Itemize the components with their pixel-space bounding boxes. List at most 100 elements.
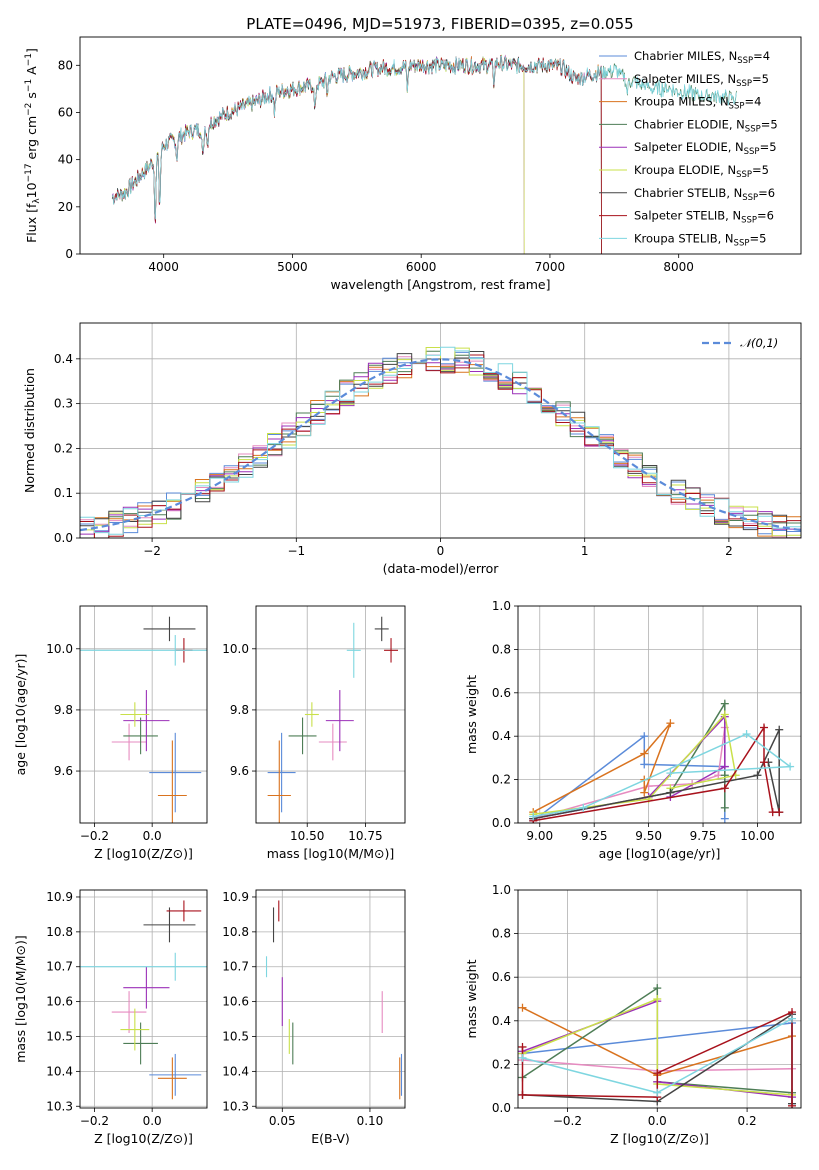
panel-mass_weight_vs_Z: −0.2 0.0 0.2 0.0 0.2 0.4 0.6 0.8 1.0 Z [log10(Z/Z…: [464, 883, 802, 1146]
plot-area: [518, 606, 801, 823]
y-tick-label: 9.6: [54, 764, 73, 778]
x-tick-label: 0: [437, 544, 445, 558]
weight-marker: [640, 788, 649, 797]
errorbar-point: [123, 690, 170, 752]
legend-entry: Chabrier MILES, NSSP=4: [634, 49, 770, 66]
x-axis-label: Z [log10(Z/Z⊙)]: [610, 1131, 709, 1146]
legend: Chabrier MILES, NSSP=4 Salpeter MILES, NS…: [599, 49, 778, 248]
y-tick-label: 0.8: [492, 927, 511, 941]
y-tick-label: 10.4: [46, 1064, 73, 1078]
errorbar-point: [149, 732, 202, 813]
axes-frame: [255, 889, 406, 1109]
plot-area: [518, 890, 801, 1108]
axes-frame: [79, 36, 802, 255]
y-tick-label: 0.6: [492, 686, 511, 700]
histogram-step: [80, 346, 801, 535]
axes-frame: [79, 605, 208, 824]
x-tick-label: 0.05: [269, 1114, 296, 1128]
weight-series-line: [532, 734, 726, 822]
legend-value: =5: [760, 140, 777, 154]
weight-marker: [742, 730, 751, 739]
x-tick-label: 2: [725, 544, 733, 558]
y-tick-label: 10.5: [46, 1029, 73, 1043]
errorbar-point: [123, 1022, 158, 1065]
y-tick-label: 10.5: [222, 1029, 249, 1043]
histogram-step: [80, 354, 801, 538]
legend-entry: Salpeter STELIB, NSSP=6: [634, 209, 774, 226]
legend-subscript: SSP: [742, 193, 758, 203]
plot-area: [111, 54, 737, 254]
y-tick-label: 0.0: [54, 531, 73, 545]
y-axis-label: age [log10(age/yr)]: [13, 654, 28, 776]
histogram-step: [80, 351, 801, 538]
legend-subscript: SSP: [729, 102, 745, 112]
y-tick-label: 0.4: [492, 1014, 511, 1028]
x-tick-label: −2: [143, 544, 161, 558]
x-tick-label: 0.10: [357, 1114, 384, 1128]
y-tick-label: 10.3: [46, 1099, 73, 1113]
legend-subscript: SSP: [745, 124, 761, 134]
x-axis-label: wavelength [Angstrom, rest frame]: [330, 277, 550, 292]
y-tick-label: 10.0: [222, 642, 249, 656]
panel-age_vs_Z: −0.2 0.0 9.6 9.8 10.0 Z [log10(Z/Z⊙)] age [log…: [13, 605, 208, 861]
legend-entry: Kroupa ELODIE, NSSP=5: [634, 163, 769, 180]
weight-marker: [775, 725, 784, 734]
x-tick-label: 9.00: [526, 829, 553, 843]
panel-mass_weight_vs_age: 9.00 9.25 9.50 9.75 10.00 0.0 0.2 0.4 0.6 0.8 1.0 a…: [464, 599, 802, 861]
legend-value: =5: [752, 163, 769, 177]
weight-marker: [653, 984, 662, 993]
y-tick-label: 0.6: [492, 970, 511, 984]
spectrum-line: [111, 55, 525, 254]
weight-series-line: [522, 997, 793, 1096]
weight-marker: [666, 769, 675, 778]
y-tick-label: 10.0: [46, 642, 73, 656]
y-tick-label: 0.0: [492, 816, 511, 830]
x-tick-label: 5000: [277, 260, 308, 274]
errorbar-point: [166, 900, 202, 922]
errorbar-point: [111, 723, 147, 761]
y-tick-label: 80: [58, 58, 73, 72]
y-tick-label: 1.0: [492, 599, 511, 613]
weight-marker: [666, 719, 675, 728]
weight-marker: [720, 814, 729, 823]
x-tick-label: 0.2: [738, 1114, 757, 1128]
x-tick-label: 0.0: [648, 1114, 667, 1128]
plot-area: [256, 606, 405, 823]
plot-area: [80, 890, 207, 1108]
weight-marker: [788, 1014, 797, 1023]
legend-value: =5: [752, 72, 769, 86]
spectrum-line: [111, 55, 737, 220]
weight-marker: [759, 723, 768, 732]
weight-marker: [753, 771, 762, 780]
weight-series-line: [521, 1010, 793, 1106]
legend-value: =6: [758, 186, 775, 200]
y-tick-label: 10.9: [222, 890, 249, 904]
errorbar-point: [304, 702, 319, 727]
x-tick-label: −0.2: [80, 1114, 109, 1128]
axes-frame: [517, 889, 802, 1109]
y-axis-label: mass weight: [464, 959, 479, 1038]
legend-subscript: SSP: [741, 216, 757, 226]
legend-entry: Chabrier ELODIE, NSSP=5: [634, 117, 778, 134]
errorbar-point: [123, 717, 158, 755]
errorbar-point: [149, 1053, 202, 1096]
weight-marker: [775, 808, 784, 817]
y-tick-label: 0.1: [54, 486, 73, 500]
gridlines: [256, 606, 405, 823]
errorbar-point: [267, 732, 296, 813]
y-tick-label: 10.7: [46, 960, 73, 974]
spectrum-line: [111, 55, 602, 254]
x-axis-label: age [log10(age/yr)]: [599, 846, 721, 861]
x-tick-label: −0.2: [80, 829, 109, 843]
plot-area: [80, 606, 207, 823]
weight-marker: [720, 710, 729, 719]
x-tick-label: 10.50: [290, 829, 324, 843]
errorbar-point: [143, 616, 196, 642]
y-tick-label: 0.2: [54, 441, 73, 455]
y-tick-label: 10.8: [222, 925, 249, 939]
weight-marker: [518, 1090, 527, 1099]
spectrum-line: [111, 54, 525, 254]
legend-value: =5: [749, 231, 766, 245]
gridlines: [80, 606, 207, 823]
y-tick-label: 0.3: [54, 397, 73, 411]
